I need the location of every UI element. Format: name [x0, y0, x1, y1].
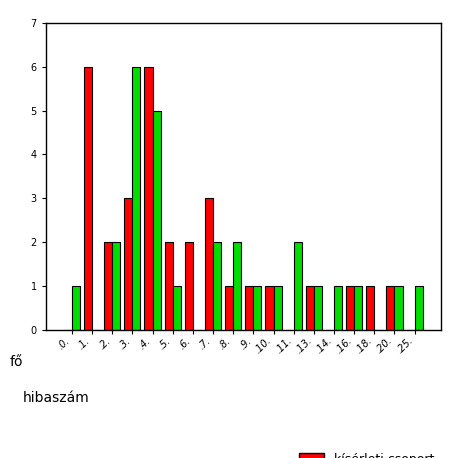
- Bar: [354, 286, 362, 330]
- Bar: [185, 242, 193, 330]
- Text: fő: fő: [9, 355, 22, 369]
- Legend: kísérleti csoport, kontrollesoport: kísérleti csoport, kontrollesoport: [299, 453, 434, 458]
- Bar: [132, 67, 140, 330]
- Bar: [253, 286, 262, 330]
- Bar: [165, 242, 173, 330]
- Bar: [84, 67, 92, 330]
- Text: hibaszám: hibaszám: [23, 392, 90, 405]
- Bar: [414, 286, 423, 330]
- Bar: [394, 286, 403, 330]
- Bar: [294, 242, 302, 330]
- Bar: [314, 286, 322, 330]
- Bar: [124, 198, 132, 330]
- Bar: [112, 242, 120, 330]
- Bar: [274, 286, 281, 330]
- Bar: [386, 286, 394, 330]
- Bar: [306, 286, 314, 330]
- Bar: [245, 286, 253, 330]
- Bar: [173, 286, 181, 330]
- Bar: [346, 286, 354, 330]
- Bar: [152, 110, 161, 330]
- Bar: [233, 242, 241, 330]
- Bar: [225, 286, 233, 330]
- Bar: [265, 286, 274, 330]
- Bar: [145, 67, 152, 330]
- Bar: [104, 242, 112, 330]
- Bar: [334, 286, 342, 330]
- Bar: [213, 242, 221, 330]
- Bar: [205, 198, 213, 330]
- Bar: [72, 286, 80, 330]
- Bar: [366, 286, 374, 330]
